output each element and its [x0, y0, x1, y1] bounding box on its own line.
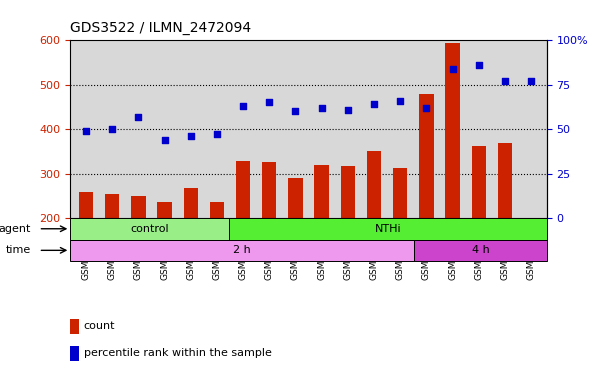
Point — [316, 105, 326, 111]
Point — [422, 105, 431, 111]
Bar — [70, 218, 229, 240]
Point — [108, 126, 117, 132]
Text: percentile rank within the sample: percentile rank within the sample — [84, 348, 271, 358]
Bar — [419, 94, 434, 218]
Text: count: count — [84, 321, 115, 331]
Point — [212, 131, 222, 137]
Bar — [183, 188, 198, 218]
Bar — [79, 192, 93, 218]
Point — [159, 137, 169, 143]
Text: 4 h: 4 h — [472, 245, 489, 255]
Point — [448, 66, 458, 72]
Point — [343, 106, 353, 113]
Bar — [262, 162, 276, 218]
Bar — [210, 202, 224, 218]
Text: GDS3522 / ILMN_2472094: GDS3522 / ILMN_2472094 — [70, 21, 251, 35]
Point — [186, 133, 196, 139]
Text: 2 h: 2 h — [233, 245, 251, 255]
Bar — [288, 179, 302, 218]
Bar — [472, 146, 486, 218]
Bar — [414, 240, 547, 261]
Bar — [229, 218, 547, 240]
Point — [265, 99, 274, 106]
Bar — [498, 143, 512, 218]
Point — [291, 108, 301, 114]
Bar — [341, 166, 355, 218]
Bar — [105, 194, 119, 218]
Point — [238, 103, 248, 109]
Bar — [236, 161, 251, 218]
Bar — [131, 196, 145, 218]
Point — [474, 62, 484, 68]
Point — [526, 78, 536, 84]
Text: NTHi: NTHi — [375, 224, 401, 234]
Text: agent: agent — [0, 224, 31, 234]
Bar — [70, 240, 414, 261]
Point — [369, 101, 379, 108]
Point — [81, 128, 91, 134]
Point — [395, 98, 405, 104]
Point — [133, 114, 143, 120]
Point — [500, 78, 510, 84]
Bar — [367, 151, 381, 218]
Bar — [315, 165, 329, 218]
Bar — [445, 43, 459, 218]
Bar — [393, 168, 408, 218]
Text: time: time — [5, 245, 31, 255]
Text: control: control — [130, 224, 169, 234]
Bar — [158, 202, 172, 218]
